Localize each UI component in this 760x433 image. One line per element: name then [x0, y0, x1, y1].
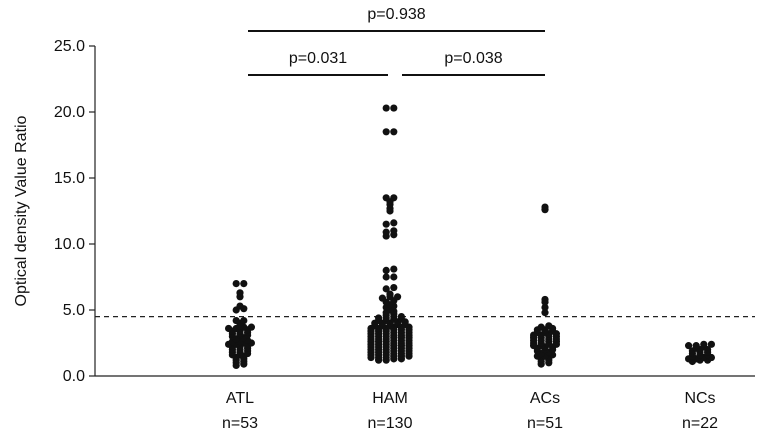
data-point-ham	[390, 194, 398, 202]
category-label: ATL	[226, 390, 254, 407]
data-point-atl	[240, 316, 248, 325]
y-axis-label: Optical density Value Ratio	[13, 115, 30, 306]
y-axis-label-group: Optical density Value Ratio	[13, 115, 30, 306]
p-value-label: p=0.031	[289, 50, 347, 67]
data-point-ham	[382, 228, 390, 236]
data-point-ham	[390, 104, 398, 112]
data-point-acs	[541, 203, 549, 211]
category-n-label: n=51	[527, 415, 563, 432]
data-point-ham	[397, 313, 405, 321]
data-point-ham	[386, 290, 394, 298]
y-tick-label: 20.0	[54, 104, 85, 121]
category-label: HAM	[372, 390, 408, 407]
category-label: ACs	[530, 390, 560, 407]
y-tick-label: 0.0	[63, 368, 85, 385]
data-point-ham	[382, 273, 390, 281]
category-n-label: n=53	[222, 415, 258, 432]
data-point-ham	[390, 227, 398, 235]
data-point-atl	[232, 280, 240, 288]
data-point-atl	[247, 323, 255, 331]
y-tick-label: 5.0	[63, 302, 85, 319]
category-labels: ATL n=53 HAM n=130 ACs n=51 NCs n=22	[222, 390, 718, 432]
data-point-atl	[236, 302, 244, 310]
data-point-acs	[541, 309, 549, 317]
data-point-atl	[225, 324, 233, 333]
data-point-ncs	[692, 342, 700, 350]
data-points	[225, 104, 716, 370]
data-point-acs	[545, 322, 553, 330]
data-point-ncs	[700, 340, 708, 348]
data-point-ham	[390, 128, 398, 136]
category-n-label: n=22	[682, 415, 718, 432]
p-value-label: p=0.938	[367, 6, 425, 23]
data-point-ham	[382, 128, 390, 136]
data-point-ncs	[707, 340, 716, 348]
data-point-ham	[390, 265, 398, 273]
data-point-ncs	[685, 342, 693, 350]
data-point-ham	[390, 273, 398, 281]
data-point-ham	[382, 194, 390, 202]
data-point-ham	[382, 104, 390, 112]
data-point-acs	[537, 323, 545, 331]
y-tick-label: 10.0	[54, 236, 85, 253]
y-tick-label: 25.0	[54, 38, 85, 55]
category-n-label: n=130	[368, 415, 413, 432]
data-point-ham	[390, 219, 398, 227]
data-point-ham	[394, 293, 402, 301]
data-point-atl	[232, 316, 240, 325]
category-label: NCs	[684, 390, 715, 407]
data-point-acs	[541, 303, 549, 311]
data-point-ham	[378, 294, 386, 302]
y-ticks: 0.0 5.0 10.0 15.0 20.0 25.0	[54, 38, 95, 385]
data-point-ham	[382, 266, 390, 274]
data-point-acs	[541, 295, 549, 304]
p-value-label: p=0.038	[444, 50, 502, 67]
axes	[94, 46, 755, 377]
significance-brackets: p=0.938 p=0.031 p=0.038	[248, 6, 545, 76]
data-point-atl	[236, 289, 244, 297]
y-tick-label: 15.0	[54, 170, 85, 187]
data-point-atl	[240, 280, 248, 288]
data-point-ham	[382, 285, 390, 293]
data-point-ham	[390, 283, 398, 292]
data-point-ham	[382, 220, 390, 228]
data-point-ham	[375, 314, 383, 322]
